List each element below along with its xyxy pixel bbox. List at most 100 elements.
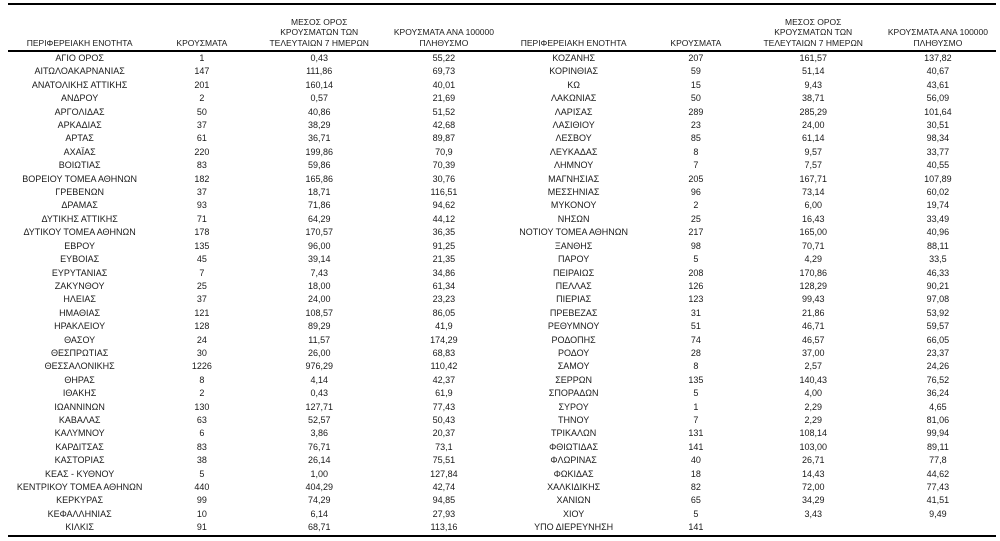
cell-region: ΦΛΩΡΙΝΑΣ [550,455,597,466]
cell-avg7: 26,14 [307,455,331,466]
cell-cases: 65 [690,495,701,506]
cell-region: ΔΥΤΙΚΗΣ ΑΤΤΙΚΗΣ [41,213,118,224]
cell-cases: 50 [690,93,701,104]
table-row: ΤΗΝΟΥ 7 2,29 81,06 [502,414,996,427]
cell-cases: 178 [194,227,210,238]
table-row: ΝΗΣΩΝ 25 16,43 33,49 [502,213,996,226]
cell-per100k: 98,34 [926,133,950,144]
cell-avg7: 34,29 [801,495,825,506]
table-row: ΚΕΦΑΛΛΗΝΙΑΣ 10 6,14 27,93 [8,508,502,521]
cell-cases: 45 [196,254,207,265]
cell-per100k: 46,33 [926,267,950,278]
col-header-avg7-line1: ΜΕΣΟΣ ΟΡΟΣ [785,16,842,27]
table-header-row: ΠΕΡΙΦΕΡΕΙΑΚΗ ΕΝΟΤΗΤΑ ΚΡΟΥΣΜΑΤΑ ΜΕΣΟΣ ΟΡΟ… [8,5,502,52]
cell-region: ΘΗΡΑΣ [64,374,95,385]
cell-per100k: 43,61 [926,79,950,90]
cell-region: ΛΑΣΙΘΙΟΥ [552,120,595,131]
table-row: ΑΡΤΑΣ 61 36,71 89,87 [8,132,502,145]
cell-cases: 37 [196,294,207,305]
cell-avg7: 0,43 [310,53,328,63]
cell-avg7: 127,71 [305,401,333,412]
cell-per100k: 77,8 [929,455,947,466]
table-row: ΑΡΓΟΛΙΔΑΣ 50 40,86 51,52 [8,106,502,119]
table-row: ΒΟΙΩΤΙΑΣ 83 59,86 70,39 [8,159,502,172]
table-row: ΚΕΡΚΥΡΑΣ 99 74,29 94,85 [8,494,502,507]
table-row: ΕΒΡΟΥ 135 96,00 91,25 [8,240,502,253]
cell-cases: 289 [688,106,704,117]
table-row: ΡΕΘΥΜΝΟΥ 51 46,71 59,57 [502,320,996,333]
table-row: ΣΠΟΡΑΔΩΝ 5 4,00 36,24 [502,387,996,400]
cell-cases: 96 [690,187,701,198]
cell-per100k: 55,22 [432,53,456,63]
cell-region: ΠΙΕΡΙΑΣ [556,294,592,305]
cell-cases: 18 [690,468,701,479]
col-header-per100k-line2: ΠΛΗΘΥΣΜΟ [913,37,963,48]
cell-region: ΡΕΘΥΜΝΟΥ [547,321,600,332]
cell-avg7: 9,43 [804,79,822,90]
cell-region: ΒΟΡΕΙΟΥ ΤΟΜΕΑ ΑΘΗΝΩΝ [22,173,138,184]
cell-avg7: 2,57 [804,361,822,372]
cell-region: ΧΑΝΙΩΝ [556,495,591,506]
table-row: ΗΜΑΘΙΑΣ 121 108,57 86,05 [8,307,502,320]
col-header-per100k-line2: ΠΛΗΘΥΣΜΟ [419,37,469,48]
cell-avg7: 2,29 [804,401,822,412]
cell-region: ΚΩ [567,79,580,90]
cell-avg7: 128,29 [799,280,827,291]
cell-cases: 51 [690,321,701,332]
table-row: ΑΓΙΟ ΟΡΟΣ 1 0,43 55,22 [8,52,502,65]
cell-cases: 2 [693,200,699,211]
cell-per100k: 94,62 [432,200,456,211]
table-row: ΚΙΛΚΙΣ 91 68,71 113,16 [8,521,502,534]
cell-per100k: 36,24 [926,388,950,399]
cell-cases: 2 [199,388,205,399]
cell-avg7: 165,00 [799,227,827,238]
table-row: ΛΕΣΒΟΥ 85 61,14 98,34 [502,132,996,145]
cell-per100k: 36,35 [432,227,456,238]
table-row: ΛΑΚΩΝΙΑΣ 50 38,71 56,09 [502,92,996,105]
cell-avg7: 26,00 [307,347,331,358]
cell-avg7: 76,71 [307,441,331,452]
cell-region: ΠΕΛΛΑΣ [555,280,592,291]
cell-region: ΚΑΒΑΛΑΣ [58,414,101,425]
cell-cases: 63 [196,414,207,425]
cell-cases: 82 [690,482,701,492]
cell-avg7: 46,71 [801,321,825,332]
cell-avg7: 108,57 [305,307,333,318]
cell-region: ΦΩΚΙΔΑΣ [553,468,594,479]
cell-per100k: 110,42 [430,361,458,372]
cell-per100k: 20,37 [432,428,456,439]
cell-avg7: 976,29 [305,361,333,372]
cell-cases: 217 [688,227,704,238]
cell-per100k: 76,52 [926,374,950,385]
cell-per100k: 23,23 [432,294,456,305]
cell-cases: 141 [688,522,704,533]
cell-cases: 131 [688,428,704,439]
table-row: ΠΕΛΛΑΣ 126 128,29 90,21 [502,280,996,293]
cell-per100k: 30,51 [926,120,950,131]
table-row: ΦΘΙΩΤΙΔΑΣ 141 103,00 89,11 [502,441,996,454]
cell-avg7: 140,43 [799,374,827,385]
cell-per100k: 30,76 [432,173,456,184]
cell-avg7: 39,14 [307,254,331,265]
cell-per100k: 33,49 [926,213,950,224]
table-row: ΥΠΟ ΔΙΕΡΕΥΝΗΣΗ 141 [502,521,996,534]
cell-region: ΝΗΣΩΝ [557,213,590,224]
cell-per100k: 44,62 [926,468,950,479]
cell-region: ΚΙΛΚΙΣ [65,522,94,533]
table-row: ΙΩΑΝΝΙΝΩΝ 130 127,71 77,43 [8,401,502,414]
table-body-left: ΑΓΙΟ ΟΡΟΣ 1 0,43 55,22 ΑΙΤΩΛΟΑΚΑΡΝΑΝΙΑΣ 147 11… [8,52,502,535]
table-header-row: ΠΕΡΙΦΕΡΕΙΑΚΗ ΕΝΟΤΗΤΑ ΚΡΟΥΣΜΑΤΑ ΜΕΣΟΣ ΟΡΟ… [502,5,996,52]
cell-avg7: 46,57 [801,334,825,345]
cell-cases: 201 [194,79,210,90]
cell-cases: 1 [199,53,205,63]
cell-region: ΑΡΓΟΛΙΔΑΣ [54,106,105,117]
cell-region: ΣΑΜΟΥ [557,361,590,372]
cell-region: ΠΑΡΟΥ [558,254,590,265]
cell-avg7: 7,43 [310,267,328,278]
cell-region: ΡΟΔΟΠΗΣ [551,334,596,345]
table-row: ΛΗΜΝΟΥ 7 7,57 40,55 [502,159,996,172]
col-header-avg7: ΜΕΣΟΣ ΟΡΟΣ ΚΡΟΥΣΜΑΤΩΝ ΤΩΝ ΤΕΛΕΥΤΑΙΩΝ 7 Η… [253,17,386,51]
cell-avg7: 199,86 [305,146,333,157]
table-row: ΚΕΝΤΡΙΚΟΥ ΤΟΜΕΑ ΑΘΗΝΩΝ 440 404,29 42,74 [8,481,502,494]
cell-cases: 23 [690,120,701,131]
